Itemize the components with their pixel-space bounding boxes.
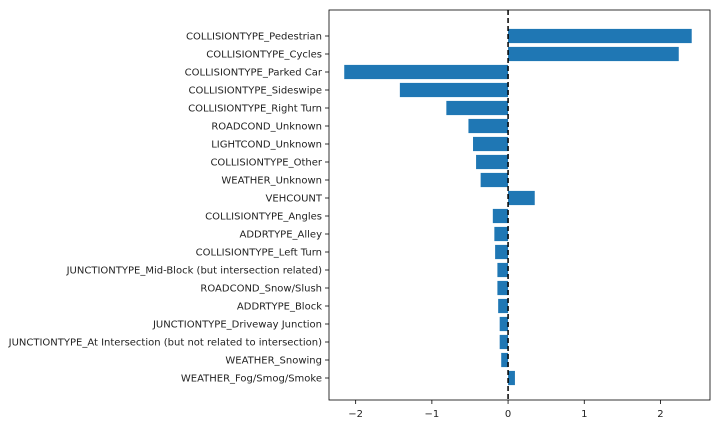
bar-vehcount bbox=[508, 190, 535, 206]
category-labels: COLLISIONTYPE_Pedestrian COLLISIONTYPE_Cy… bbox=[8, 32, 329, 385]
x-tick-label: 0 bbox=[505, 409, 511, 420]
category-label: WEATHER_Unknown bbox=[221, 176, 322, 187]
category-label: WEATHER_Fog/Smog/Smoke bbox=[181, 374, 322, 385]
x-tick-label: 1 bbox=[581, 409, 587, 420]
category-label: COLLISIONTYPE_Right Turn bbox=[188, 104, 322, 115]
category-label: COLLISIONTYPE_Left Turn bbox=[196, 248, 322, 259]
category-label: COLLISIONTYPE_Cycles bbox=[206, 50, 322, 61]
x-tick-label: −1 bbox=[424, 409, 439, 420]
category-label: COLLISIONTYPE_Sideswipe bbox=[189, 86, 322, 97]
category-label: COLLISIONTYPE_Pedestrian bbox=[186, 32, 322, 43]
bar-roadcond-snow-slush bbox=[497, 280, 509, 296]
bar-collisiontype-other bbox=[476, 154, 509, 170]
category-label: ROADCOND_Snow/Slush bbox=[200, 284, 322, 295]
category-label: VEHCOUNT bbox=[266, 194, 323, 205]
x-tick-label: −2 bbox=[348, 409, 363, 420]
category-label: ROADCOND_Unknown bbox=[211, 122, 322, 133]
bar-addrtype-block bbox=[498, 298, 509, 314]
bar-collisiontype-sideswipe bbox=[399, 82, 509, 98]
category-label: COLLISIONTYPE_Other bbox=[210, 158, 322, 169]
category-label: COLLISIONTYPE_Angles bbox=[205, 212, 322, 223]
bar-lightcond-unknown bbox=[473, 136, 509, 152]
bar-junctiontype-driveway-junction bbox=[499, 316, 509, 332]
bar-junctiontype-at-intersection-but-not-related-to-intersection bbox=[499, 334, 509, 350]
bar-weather-snowing bbox=[501, 352, 509, 368]
x-tick-label: 2 bbox=[657, 409, 663, 420]
axes-frame bbox=[328, 9, 711, 401]
bar-junctiontype-mid-block-but-intersection-related bbox=[497, 262, 509, 278]
bar-weather-unknown bbox=[480, 172, 509, 188]
bar-collisiontype-cycles bbox=[508, 46, 679, 62]
bars-layer bbox=[344, 28, 692, 386]
bar-collisiontype-pedestrian bbox=[508, 28, 692, 44]
bar-collisiontype-right-turn bbox=[446, 100, 509, 116]
bar-roadcond-unknown bbox=[468, 118, 509, 134]
x-axis-ticks: −2 −1 0 1 2 bbox=[348, 400, 664, 420]
bar-collisiontype-left-turn bbox=[495, 244, 509, 260]
category-label: JUNCTIONTYPE_Mid-Block (but intersection… bbox=[66, 266, 322, 277]
category-label: JUNCTIONTYPE_Driveway Junction bbox=[152, 320, 322, 331]
bar-addrtype-alley bbox=[494, 226, 509, 242]
category-label: JUNCTIONTYPE_At Intersection (but not re… bbox=[8, 338, 322, 349]
bar-collisiontype-angles bbox=[492, 208, 509, 224]
bar-collisiontype-parked-car bbox=[344, 64, 509, 80]
category-label: LIGHTCOND_Unknown bbox=[211, 140, 322, 151]
bar-weather-fog-smog-smoke bbox=[508, 370, 515, 386]
category-label: COLLISIONTYPE_Parked Car bbox=[185, 68, 323, 79]
category-label: ADDRTYPE_Alley bbox=[240, 230, 323, 241]
category-label: WEATHER_Snowing bbox=[225, 356, 322, 367]
category-label: ADDRTYPE_Block bbox=[237, 302, 322, 313]
